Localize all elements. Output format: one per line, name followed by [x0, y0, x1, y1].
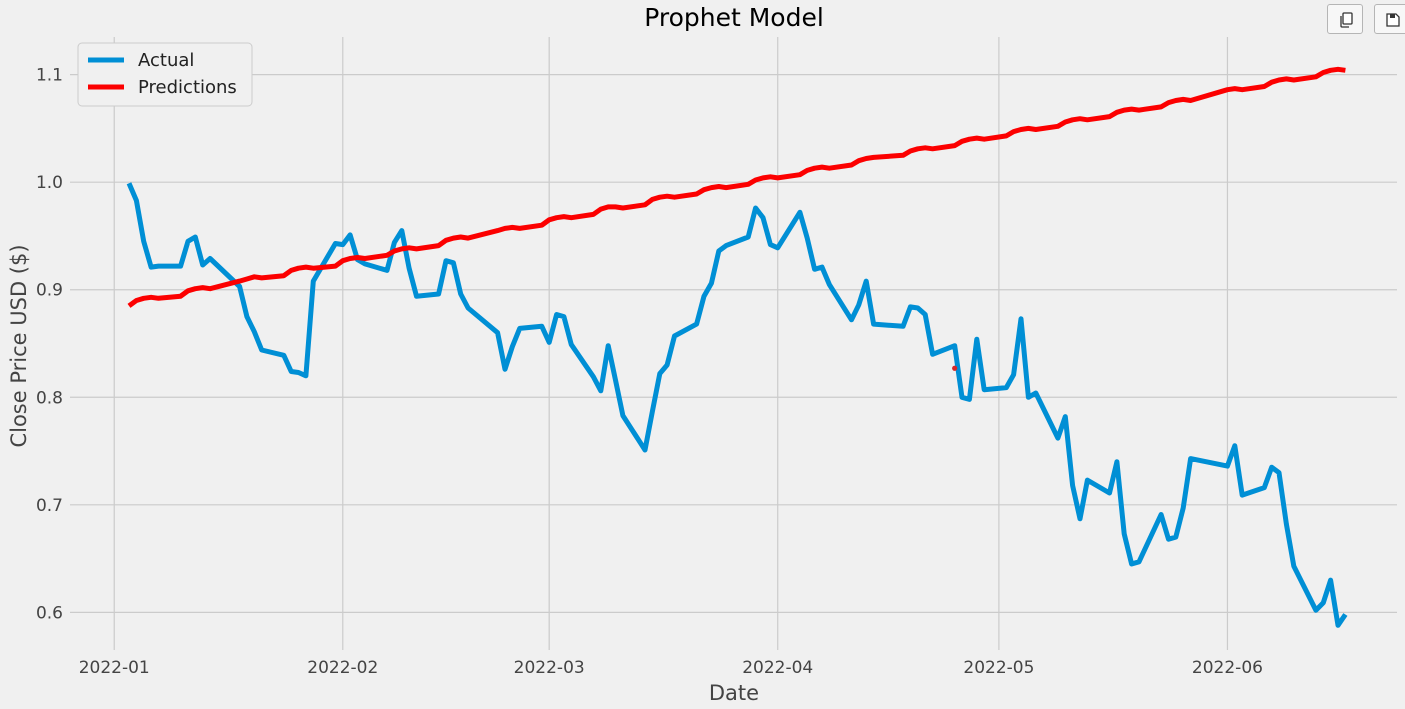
chart-title: Prophet Model	[644, 3, 824, 32]
x-tick-label: 2022-05	[963, 658, 1034, 678]
legend: Actual Predictions	[77, 42, 253, 107]
annotation-layer	[952, 365, 958, 371]
y-grid	[70, 74, 1397, 613]
y-tick-label: 0.7	[36, 496, 63, 516]
legend-label-predictions: Predictions	[138, 77, 237, 98]
y-tick-label: 0.8	[36, 388, 63, 408]
x-tick-label: 2022-04	[742, 658, 813, 678]
annotation-point	[952, 365, 958, 371]
save-button[interactable]	[1374, 4, 1405, 34]
copy-icon	[1340, 12, 1353, 28]
x-tick-label: 2022-01	[79, 658, 150, 678]
save-icon	[1386, 13, 1400, 27]
y-axis-label: Close Price USD ($)	[7, 244, 31, 447]
y-tick-label: 0.6	[36, 603, 63, 623]
y-tick-label: 0.9	[36, 281, 63, 301]
copy-button[interactable]	[1327, 4, 1363, 34]
series-line-predictions	[127, 66, 1346, 308]
x-axis-label: Date	[709, 681, 759, 705]
y-tick-labels: 0.6 0.7 0.8 0.9 1.0 1.1	[36, 66, 63, 624]
y-tick-label: 1.1	[36, 66, 63, 86]
x-tick-label: 2022-06	[1192, 658, 1263, 678]
series-line-actual	[126, 182, 1348, 628]
x-tick-labels: 2022-01 2022-02 2022-03 2022-04 2022-05 2022-…	[79, 658, 1263, 678]
x-tick-label: 2022-03	[514, 658, 585, 678]
x-tick-label: 2022-02	[307, 658, 378, 678]
y-tick-label: 1.0	[36, 173, 63, 193]
legend-label-actual: Actual	[138, 50, 194, 71]
series-layer	[126, 66, 1348, 628]
